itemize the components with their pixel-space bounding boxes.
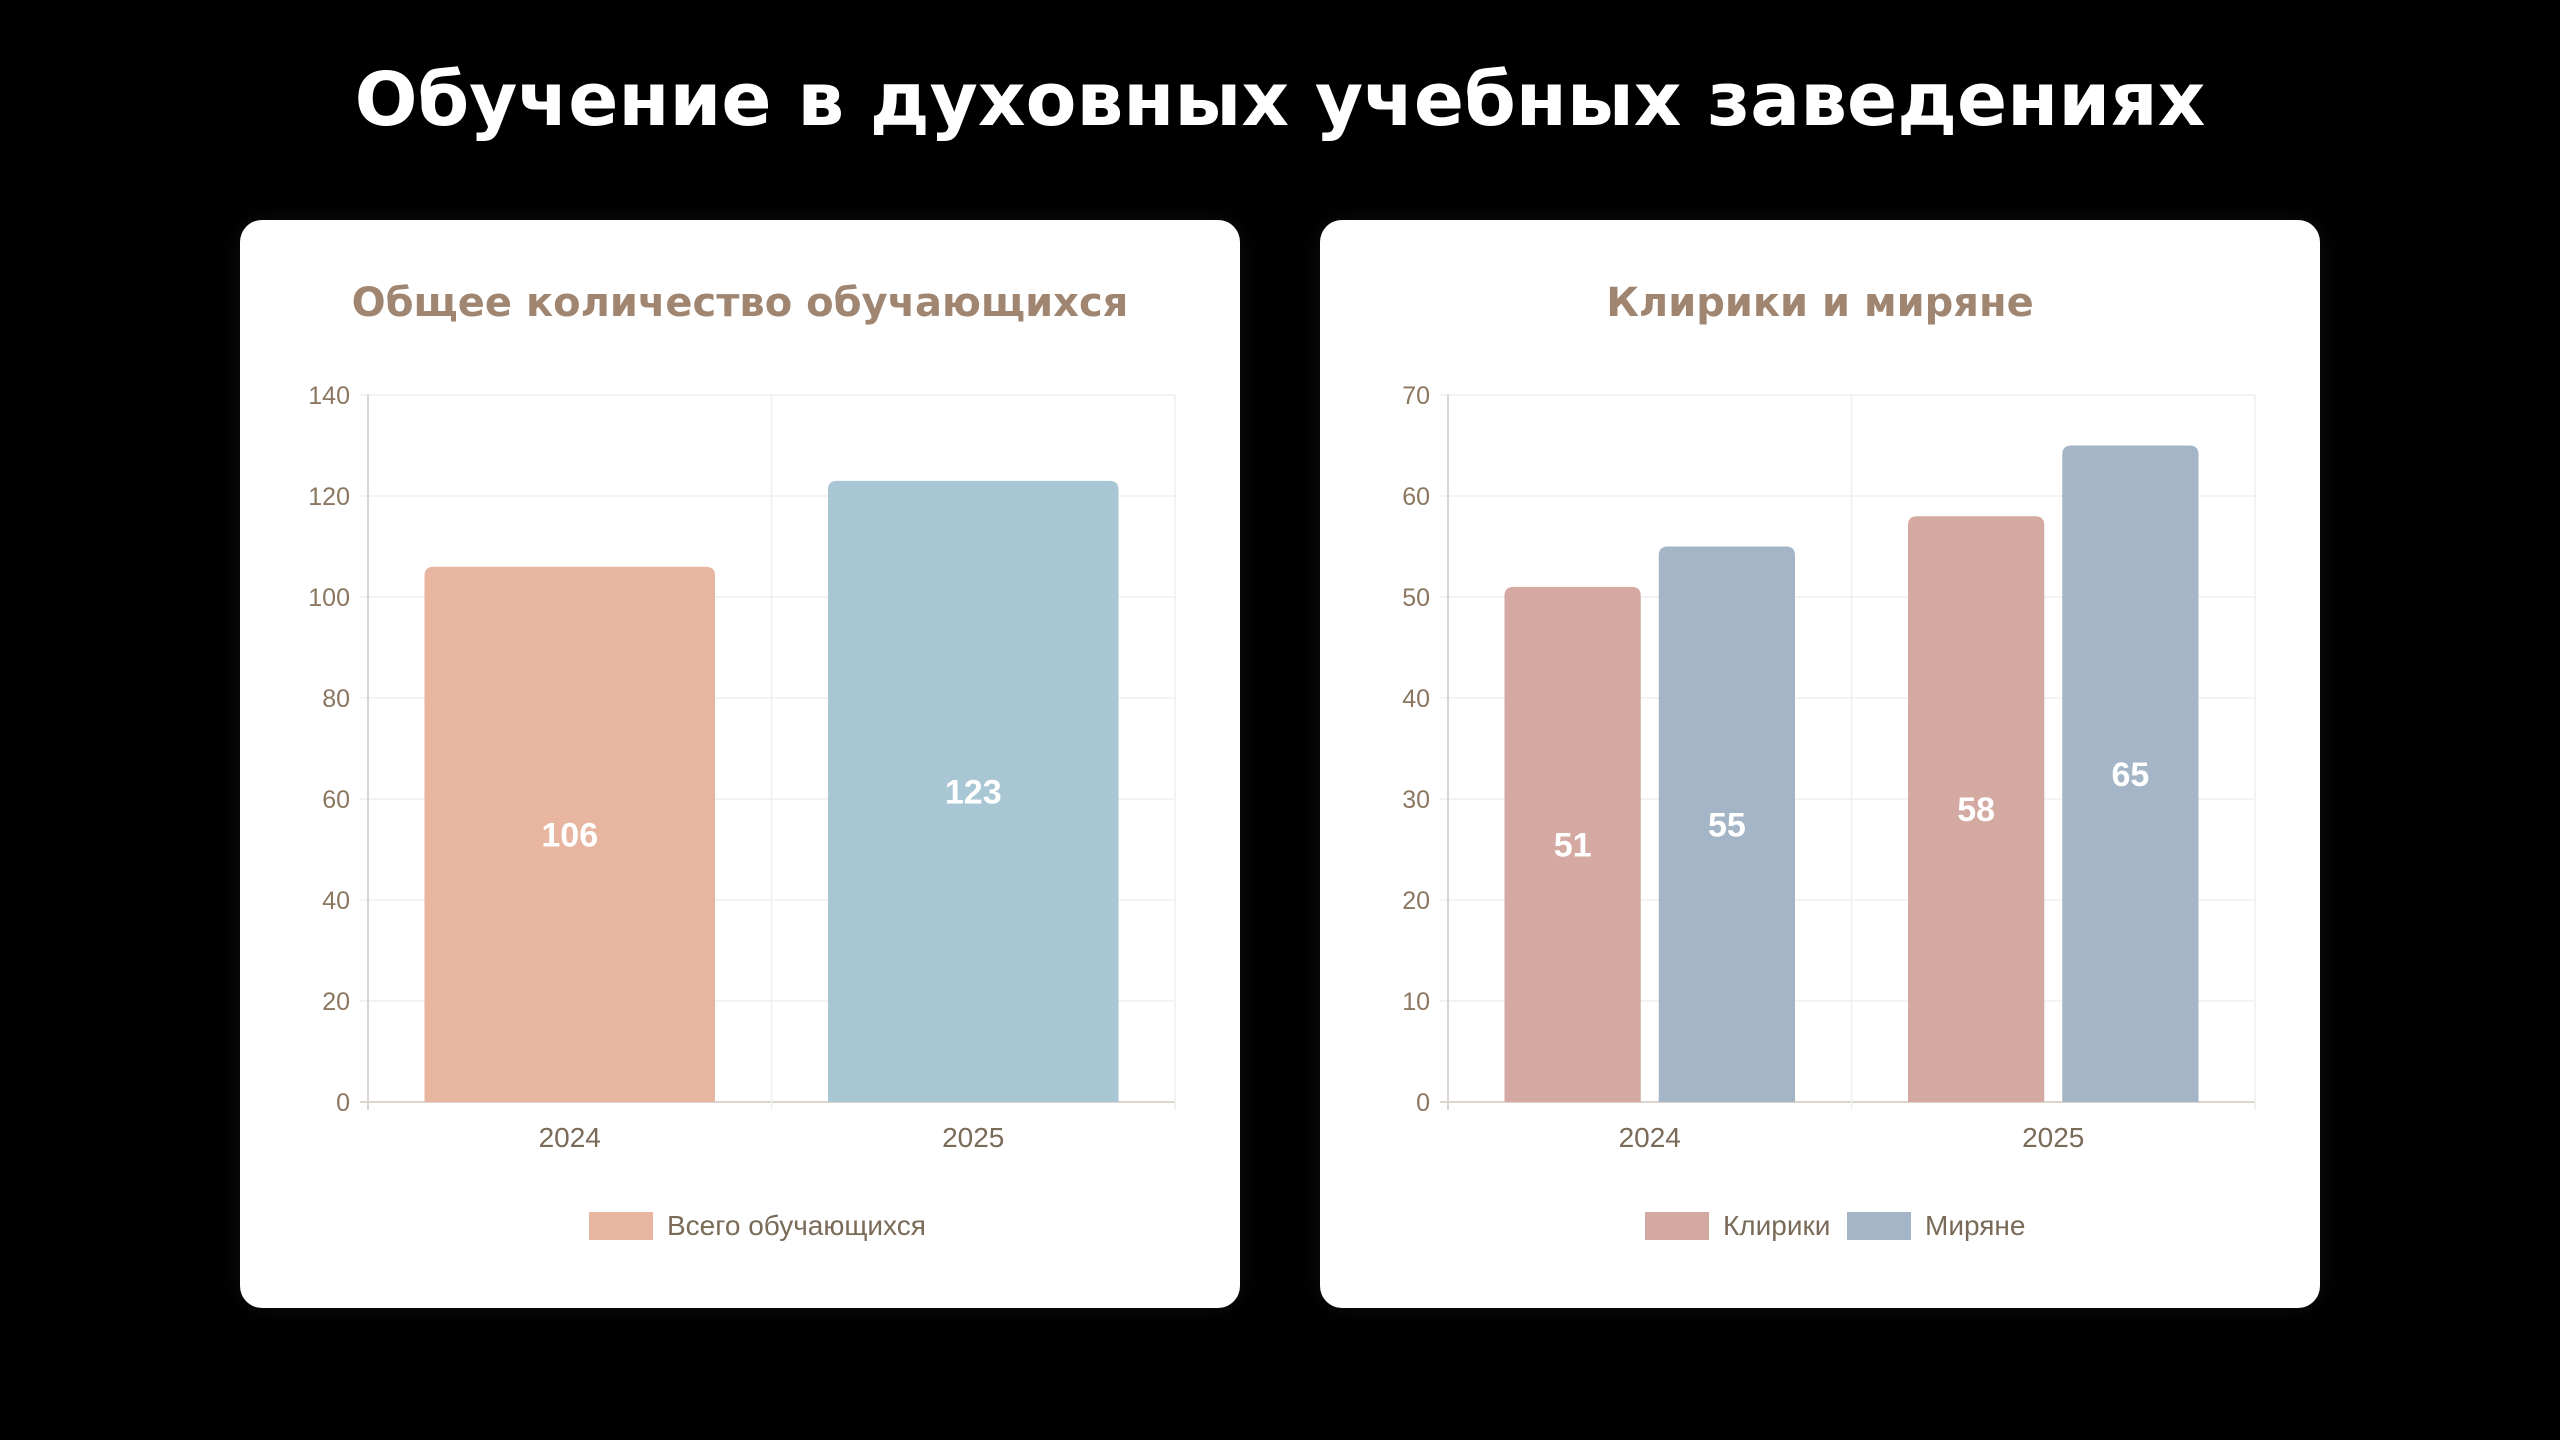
y-tick-label: 20 (322, 988, 350, 1016)
legend-item[interactable]: Всего обучающихся (589, 1210, 926, 1241)
y-tick-label: 60 (1402, 483, 1430, 511)
y-tick-label: 40 (1402, 685, 1430, 713)
bar-value-label: 123 (945, 773, 1002, 811)
bar[interactable] (424, 566, 716, 1102)
bar-value-label: 106 (541, 816, 598, 854)
x-tick-label: 2024 (1619, 1122, 1681, 1153)
bar-value-label: 51 (1554, 826, 1592, 864)
x-tick-label: 2025 (942, 1122, 1004, 1153)
y-tick-label: 20 (1402, 887, 1430, 915)
bar-value-label: 58 (1957, 791, 1995, 829)
bar[interactable] (827, 480, 1119, 1103)
legend-label: Всего обучающихся (667, 1210, 926, 1241)
y-tick-label: 60 (322, 786, 350, 814)
legend-label: Миряне (1925, 1210, 2025, 1241)
page-title: Обучение в духовных учебных заведениях (354, 57, 2206, 143)
y-tick-label: 0 (1416, 1089, 1430, 1117)
chart-total-students: 0 20 40 60 80 100 120 140 106 2024 123 2025 Всего об… (308, 382, 1176, 1241)
bar[interactable] (2062, 445, 2199, 1103)
y-tick-label: 50 (1402, 584, 1430, 612)
x-tick-label: 2025 (2022, 1122, 2084, 1153)
bar[interactable] (1907, 516, 2045, 1102)
y-tick-label: 70 (1402, 382, 1430, 410)
chart-card-total: 0 20 40 60 80 100 120 140 106 2024 123 2025 Всего об… (240, 220, 1240, 1308)
chart-clergy-laity: 0 10 20 30 40 50 60 70 51 55 2024 58 65 2025 Клирики Ми… (1402, 382, 2256, 1241)
y-tick-label: 140 (308, 382, 350, 410)
y-tick-label: 120 (308, 483, 350, 511)
x-tick-label: 2024 (539, 1122, 601, 1153)
legend-swatch (589, 1212, 653, 1240)
chart-title: Клирики и миряне (1606, 280, 2034, 326)
legend-swatch (1645, 1212, 1709, 1240)
y-tick-label: 80 (322, 685, 350, 713)
legend-swatch (1847, 1212, 1911, 1240)
chart-title: Общее количество обучающихся (351, 280, 1129, 326)
legend-label: Клирики (1723, 1210, 1830, 1241)
bar-value-label: 65 (2111, 756, 2149, 794)
bar-value-label: 55 (1708, 806, 1746, 844)
legend-item[interactable]: Миряне (1847, 1210, 2025, 1241)
y-tick-label: 100 (308, 584, 350, 612)
chart-card-clergy-laity: 0 10 20 30 40 50 60 70 51 55 2024 58 65 2025 Клирики Ми… (1320, 220, 2320, 1308)
y-tick-label: 40 (322, 887, 350, 915)
legend-item[interactable]: Клирики (1645, 1210, 1830, 1241)
bar[interactable] (1504, 586, 1641, 1102)
bar[interactable] (1658, 546, 1796, 1103)
y-tick-label: 30 (1402, 786, 1430, 814)
y-tick-label: 0 (336, 1089, 350, 1117)
y-tick-label: 10 (1402, 988, 1430, 1016)
